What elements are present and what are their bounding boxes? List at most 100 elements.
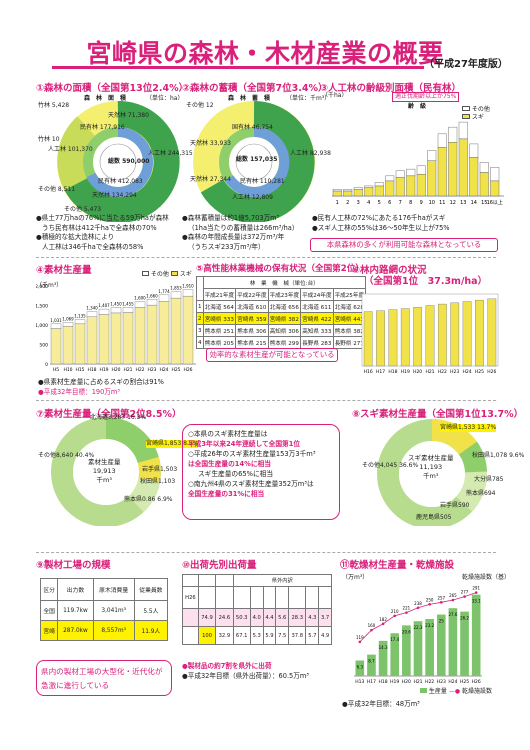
bar-other bbox=[469, 143, 479, 158]
bar-other bbox=[374, 182, 384, 187]
bar-sugi bbox=[490, 180, 500, 197]
data-label: 17.4 bbox=[390, 637, 399, 642]
tick-label: 11 bbox=[439, 200, 445, 206]
tick-label: H18 bbox=[388, 369, 397, 375]
section9-title: ⑨製材工場の規模 bbox=[36, 560, 111, 571]
sawmill-table: 区分 出力数 原木消費量 従業員数 全国 119.7kw 3,041m³ 5.5人 宮崎 28… bbox=[39, 578, 169, 641]
bar-other bbox=[416, 165, 426, 175]
tick-label: H25 bbox=[475, 369, 484, 375]
data-label: 25 bbox=[439, 619, 445, 624]
sugi-production-donut bbox=[377, 419, 487, 526]
tick-label: H15 bbox=[75, 367, 84, 373]
section2-title: ②森林の蓄積（全国第7位3.4%） bbox=[182, 83, 328, 94]
bar bbox=[450, 302, 460, 367]
divider bbox=[36, 552, 496, 553]
data-label: 6.3 bbox=[357, 665, 364, 670]
label: 大分県785 bbox=[474, 476, 504, 483]
tick-label: H19 bbox=[401, 369, 410, 375]
bar-sugi bbox=[134, 307, 146, 365]
label: その他4,045 36.6% bbox=[362, 462, 419, 469]
tick-label: H18 bbox=[379, 679, 388, 685]
data-label: 1,910 bbox=[182, 284, 194, 289]
timber-production-bar-chart: 0 500 1,000 1,500 2,000 1,031 H5 1,069 H10 1,135 H… bbox=[36, 284, 196, 373]
bar-other bbox=[395, 170, 405, 178]
bar-sugi bbox=[332, 190, 342, 197]
tick-label: 16以上 bbox=[487, 199, 503, 206]
bar-sugi bbox=[170, 297, 182, 365]
tick-label: H24 bbox=[463, 369, 472, 375]
y-tick: 500 bbox=[39, 343, 48, 349]
bar-production bbox=[460, 611, 469, 676]
facility-label: 265 bbox=[449, 593, 457, 598]
chart3-subtitle: 齢 級 bbox=[408, 103, 427, 110]
machinery-table: 林 業 機 械（単位:台） 平成21年度 平成22年度 平成23年度 平成24年度 平成… bbox=[196, 276, 367, 349]
bar-other bbox=[479, 162, 489, 173]
bar-other bbox=[122, 307, 134, 313]
bar-other bbox=[182, 289, 194, 297]
data-label: 1,407 bbox=[98, 303, 110, 308]
forest-stock-donut bbox=[193, 101, 315, 222]
label: 竹林 10 bbox=[38, 136, 60, 143]
data-label: 1,455 bbox=[122, 301, 134, 306]
production-donut bbox=[51, 418, 161, 526]
bar-sugi bbox=[98, 314, 110, 365]
tick-label: H23 bbox=[450, 369, 459, 375]
bar-other bbox=[427, 150, 437, 161]
bar-sugi bbox=[110, 312, 122, 365]
bar-other bbox=[170, 291, 182, 299]
y-tick: 1,500 bbox=[36, 304, 48, 310]
label: 民有林 110,281 bbox=[240, 178, 285, 185]
facility-label: 277 bbox=[461, 590, 469, 595]
tick-label: 1 bbox=[336, 200, 339, 206]
section4-title: ④素材生産量 bbox=[36, 265, 92, 276]
label: 人工林 82,938 bbox=[290, 150, 331, 157]
bar-other bbox=[458, 121, 468, 140]
tick-label: H23 bbox=[147, 367, 156, 373]
bar bbox=[462, 301, 472, 367]
section3-title: ③人工林の齢級別面積（民有林） bbox=[320, 83, 462, 94]
facility-label: 160 bbox=[368, 623, 376, 628]
bar-production bbox=[402, 625, 411, 676]
tick-label: 15 bbox=[481, 200, 487, 206]
bar-sugi bbox=[343, 190, 353, 197]
data-label: 23.2 bbox=[425, 623, 434, 628]
shipment-table: 県外内訳 H26 74.9 24.6 50.3 4.0 4.4 5.6 28.3 4.3 3.7… bbox=[182, 574, 333, 645]
bar-other bbox=[448, 126, 458, 143]
section8-title: ⑧スギ素材生産量（全国第1位13.7%） bbox=[352, 409, 524, 420]
section3-notes: ●民有人工林の72%にあたる176千haがスギ ●スギ人工林の55%は36〜50年… bbox=[312, 214, 450, 232]
bar-sugi bbox=[86, 316, 98, 365]
tick-label: H20 bbox=[402, 679, 411, 685]
bar-sugi bbox=[50, 328, 62, 365]
data-label: 22.3 bbox=[414, 625, 423, 630]
facility-label: 257 bbox=[437, 595, 445, 600]
tick-label: H25 bbox=[171, 367, 180, 373]
bar-production bbox=[425, 618, 434, 676]
tick-label: 4 bbox=[367, 200, 370, 206]
bar-sugi bbox=[146, 304, 158, 365]
bar-other bbox=[62, 322, 74, 327]
label: 秋田県1,078 9.6% bbox=[472, 452, 525, 459]
label: その他 5,473 bbox=[64, 206, 102, 213]
label: 総数 590,000 bbox=[108, 158, 150, 165]
label: 総数 157,035 bbox=[236, 156, 278, 163]
bar-other bbox=[158, 294, 170, 302]
section1-notes: ●県土77万haの76%に当たる59万haが森林 うち民有林は412千haで全森林… bbox=[36, 214, 169, 251]
donut2-title: 森 林 蓄 積 bbox=[228, 95, 271, 102]
tick-label: H22 bbox=[438, 369, 447, 375]
tick-label: H17 bbox=[376, 369, 385, 375]
bar bbox=[376, 310, 385, 367]
bar-production bbox=[448, 608, 458, 676]
chart3-callout: 適正伐期齢以上が75% bbox=[392, 92, 460, 103]
bar-sugi bbox=[74, 323, 86, 365]
label: 天然林 134,294 bbox=[92, 192, 137, 199]
bar-sugi bbox=[427, 160, 437, 197]
tick-label: H19 bbox=[99, 367, 108, 373]
bar-sugi bbox=[479, 172, 489, 197]
tick-label: H20 bbox=[111, 367, 120, 373]
tick-label: H21 bbox=[425, 369, 434, 375]
chart11-legend: 生産量 —● 乾燥施設数 bbox=[420, 688, 492, 696]
label: 竹林 5,428 bbox=[38, 102, 70, 109]
label: 天然林 27,344 bbox=[190, 176, 231, 183]
data-label: 26.2 bbox=[460, 616, 469, 621]
tick-label: 3 bbox=[357, 200, 360, 206]
